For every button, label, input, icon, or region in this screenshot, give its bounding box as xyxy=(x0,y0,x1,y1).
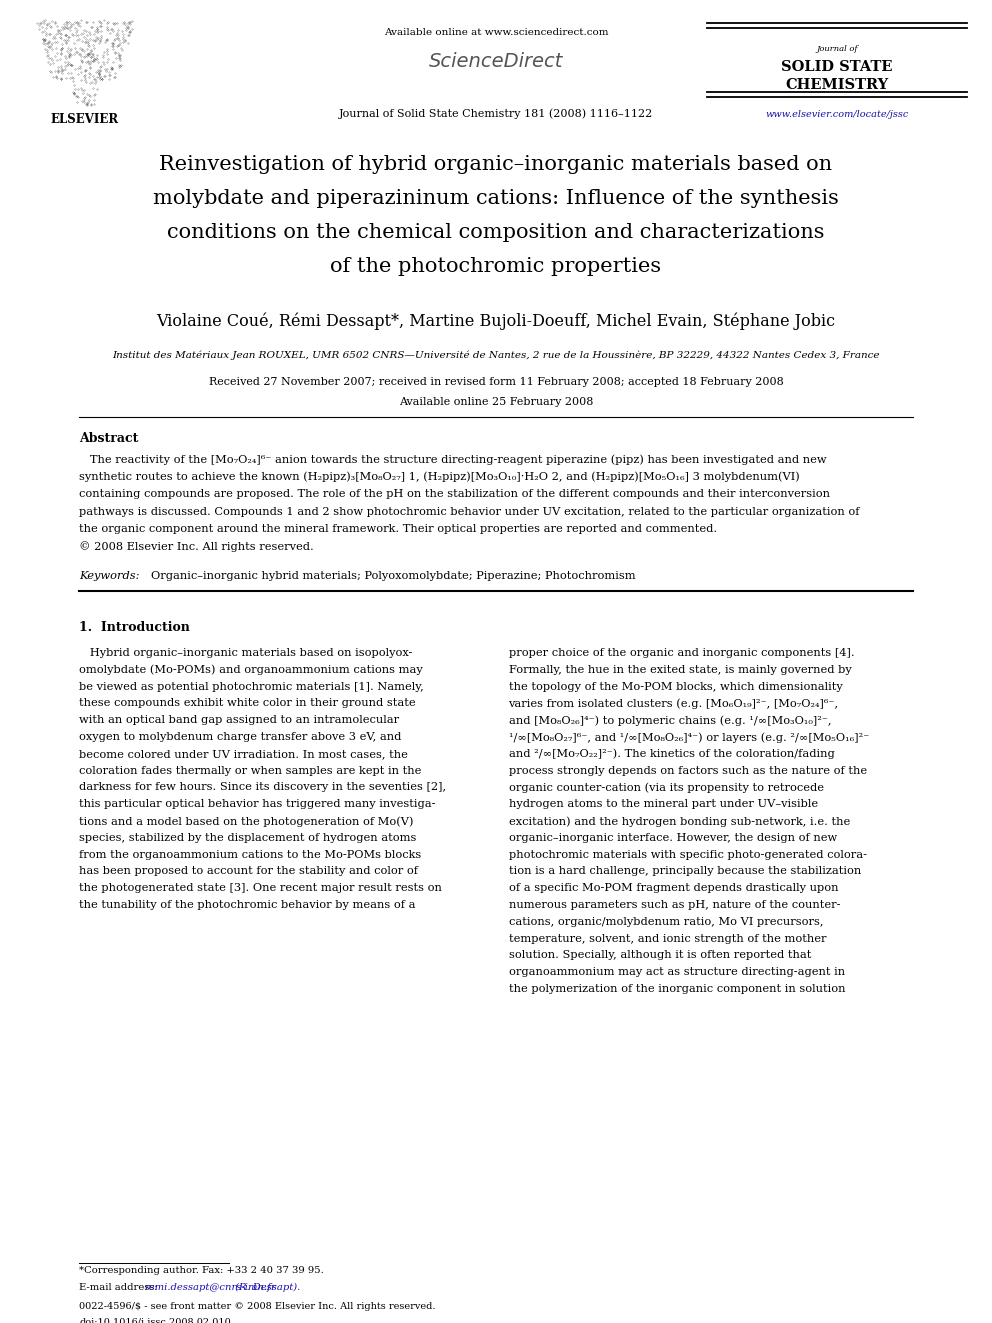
Text: doi:10.1016/j.jssc.2008.02.010: doi:10.1016/j.jssc.2008.02.010 xyxy=(79,1318,231,1323)
Text: www.elsevier.com/locate/jssc: www.elsevier.com/locate/jssc xyxy=(765,110,909,119)
Text: solution. Specially, although it is often reported that: solution. Specially, although it is ofte… xyxy=(509,950,810,960)
Text: hydrogen atoms to the mineral part under UV–visible: hydrogen atoms to the mineral part under… xyxy=(509,799,817,810)
Text: this particular optical behavior has triggered many investiga-: this particular optical behavior has tri… xyxy=(79,799,435,810)
Text: become colored under UV irradiation. In most cases, the: become colored under UV irradiation. In … xyxy=(79,749,408,759)
Text: with an optical band gap assigned to an intramolecular: with an optical band gap assigned to an … xyxy=(79,716,399,725)
Text: CHEMISTRY: CHEMISTRY xyxy=(786,78,889,93)
Text: Received 27 November 2007; received in revised form 11 February 2008; accepted 1: Received 27 November 2007; received in r… xyxy=(208,377,784,388)
Text: the organic component around the mineral framework. Their optical properties are: the organic component around the mineral… xyxy=(79,524,717,534)
Text: Keywords:: Keywords: xyxy=(79,572,140,581)
Text: varies from isolated clusters (e.g. [Mo₆O₁₉]²⁻, [Mo₇O₂₄]⁶⁻,: varies from isolated clusters (e.g. [Mo₆… xyxy=(509,699,838,709)
Text: has been proposed to account for the stability and color of: has been proposed to account for the sta… xyxy=(79,867,418,876)
Text: the photogenerated state [3]. One recent major result rests on: the photogenerated state [3]. One recent… xyxy=(79,884,441,893)
Text: Available online 25 February 2008: Available online 25 February 2008 xyxy=(399,397,593,407)
Text: of the photochromic properties: of the photochromic properties xyxy=(330,257,662,277)
Text: synthetic routes to achieve the known (H₂pipz)₃[Mo₈O₂₇] 1, (H₂pipz)[Mo₃O₁₀]·H₂O : synthetic routes to achieve the known (H… xyxy=(79,471,800,482)
Text: be viewed as potential photochromic materials [1]. Namely,: be viewed as potential photochromic mate… xyxy=(79,681,424,692)
Text: ScienceDirect: ScienceDirect xyxy=(429,52,563,71)
Text: process strongly depends on factors such as the nature of the: process strongly depends on factors such… xyxy=(509,766,867,775)
Text: Organic–inorganic hybrid materials; Polyoxomolybdate; Piperazine; Photochromism: Organic–inorganic hybrid materials; Poly… xyxy=(151,572,636,581)
Text: of a specific Mo-POM fragment depends drastically upon: of a specific Mo-POM fragment depends dr… xyxy=(509,884,838,893)
Text: ¹/∞[Mo₈O₂₇]⁶⁻, and ¹/∞[Mo₈O₂₆]⁴⁻) or layers (e.g. ²/∞[Mo₅O₁₆]²⁻: ¹/∞[Mo₈O₂₇]⁶⁻, and ¹/∞[Mo₈O₂₆]⁴⁻) or lay… xyxy=(509,732,869,742)
Text: and [Mo₈O₂₆]⁴⁻) to polymeric chains (e.g. ¹/∞[Mo₃O₁₀]²⁻,: and [Mo₈O₂₆]⁴⁻) to polymeric chains (e.g… xyxy=(509,716,831,726)
Text: from the organoammonium cations to the Mo-POMs blocks: from the organoammonium cations to the M… xyxy=(79,849,422,860)
Text: molybdate and piperazininum cations: Influence of the synthesis: molybdate and piperazininum cations: Inf… xyxy=(153,189,839,208)
Text: temperature, solvent, and ionic strength of the mother: temperature, solvent, and ionic strength… xyxy=(509,934,826,943)
Text: Journal of: Journal of xyxy=(816,45,858,53)
Text: Formally, the hue in the exited state, is mainly governed by: Formally, the hue in the exited state, i… xyxy=(509,664,851,675)
Text: excitation) and the hydrogen bonding sub-network, i.e. the: excitation) and the hydrogen bonding sub… xyxy=(509,816,850,827)
Text: 0022-4596/$ - see front matter © 2008 Elsevier Inc. All rights reserved.: 0022-4596/$ - see front matter © 2008 El… xyxy=(79,1302,435,1311)
Text: The reactivity of the [Mo₇O₂₄]⁶⁻ anion towards the structure directing-reagent p: The reactivity of the [Mo₇O₂₄]⁶⁻ anion t… xyxy=(79,454,826,464)
Text: remi.dessapt@cnrs-imn.fr: remi.dessapt@cnrs-imn.fr xyxy=(144,1283,276,1293)
Text: oxygen to molybdenum charge transfer above 3 eV, and: oxygen to molybdenum charge transfer abo… xyxy=(79,732,402,742)
Text: Violaine Coué, Rémi Dessapt*, Martine Bujoli-Doeuff, Michel Evain, Stéphane Jobi: Violaine Coué, Rémi Dessapt*, Martine Bu… xyxy=(157,314,835,331)
Text: coloration fades thermally or when samples are kept in the: coloration fades thermally or when sampl… xyxy=(79,766,422,775)
Text: tion is a hard challenge, principally because the stabilization: tion is a hard challenge, principally be… xyxy=(509,867,861,876)
Text: organic–inorganic interface. However, the design of new: organic–inorganic interface. However, th… xyxy=(509,832,836,843)
Text: numerous parameters such as pH, nature of the counter-: numerous parameters such as pH, nature o… xyxy=(509,900,840,910)
Text: *Corresponding author. Fax: +33 2 40 37 39 95.: *Corresponding author. Fax: +33 2 40 37 … xyxy=(79,1266,323,1275)
Text: Abstract: Abstract xyxy=(79,433,138,445)
Text: the polymerization of the inorganic component in solution: the polymerization of the inorganic comp… xyxy=(509,984,845,994)
Text: omolybdate (Mo-POMs) and organoammonium cations may: omolybdate (Mo-POMs) and organoammonium … xyxy=(79,664,423,675)
Text: tions and a model based on the photogeneration of Mo(V): tions and a model based on the photogene… xyxy=(79,816,414,827)
Text: darkness for few hours. Since its discovery in the seventies [2],: darkness for few hours. Since its discov… xyxy=(79,782,446,792)
Text: © 2008 Elsevier Inc. All rights reserved.: © 2008 Elsevier Inc. All rights reserved… xyxy=(79,541,313,552)
Text: organic counter-cation (via its propensity to retrocede: organic counter-cation (via its propensi… xyxy=(509,782,823,792)
Text: conditions on the chemical composition and characterizations: conditions on the chemical composition a… xyxy=(168,224,824,242)
Text: pathways is discussed. Compounds 1 and 2 show photochromic behavior under UV exc: pathways is discussed. Compounds 1 and 2… xyxy=(79,507,859,516)
Text: the tunability of the photochromic behavior by means of a: the tunability of the photochromic behav… xyxy=(79,900,416,910)
Text: proper choice of the organic and inorganic components [4].: proper choice of the organic and inorgan… xyxy=(509,648,854,658)
Text: these compounds exhibit white color in their ground state: these compounds exhibit white color in t… xyxy=(79,699,416,708)
Text: Available online at www.sciencedirect.com: Available online at www.sciencedirect.co… xyxy=(384,28,608,37)
Text: Journal of Solid State Chemistry 181 (2008) 1116–1122: Journal of Solid State Chemistry 181 (20… xyxy=(339,108,653,119)
Text: the topology of the Mo-POM blocks, which dimensionality: the topology of the Mo-POM blocks, which… xyxy=(509,681,842,692)
Text: photochromic materials with specific photo-generated colora-: photochromic materials with specific pho… xyxy=(509,849,866,860)
Text: and ²/∞[Mo₇O₂₂]²⁻). The kinetics of the coloration/fading: and ²/∞[Mo₇O₂₂]²⁻). The kinetics of the … xyxy=(509,749,834,759)
Text: 1.  Introduction: 1. Introduction xyxy=(79,620,189,634)
Text: SOLID STATE: SOLID STATE xyxy=(782,60,893,74)
Text: E-mail address:: E-mail address: xyxy=(79,1283,161,1293)
Text: cations, organic/molybdenum ratio, Mo VI precursors,: cations, organic/molybdenum ratio, Mo VI… xyxy=(509,917,823,927)
Text: Institut des Matériaux Jean ROUXEL, UMR 6502 CNRS—Université de Nantes, 2 rue de: Institut des Matériaux Jean ROUXEL, UMR … xyxy=(112,351,880,360)
Text: (R. Dessapt).: (R. Dessapt). xyxy=(232,1283,301,1293)
Text: Hybrid organic–inorganic materials based on isopolyox-: Hybrid organic–inorganic materials based… xyxy=(79,648,413,658)
Text: ELSEVIER: ELSEVIER xyxy=(51,112,119,126)
Text: containing compounds are proposed. The role of the pH on the stabilization of th: containing compounds are proposed. The r… xyxy=(79,490,830,499)
Text: species, stabilized by the displacement of hydrogen atoms: species, stabilized by the displacement … xyxy=(79,832,417,843)
Text: Reinvestigation of hybrid organic–inorganic materials based on: Reinvestigation of hybrid organic–inorga… xyxy=(160,155,832,175)
Text: organoammonium may act as structure directing-agent in: organoammonium may act as structure dire… xyxy=(509,967,844,978)
